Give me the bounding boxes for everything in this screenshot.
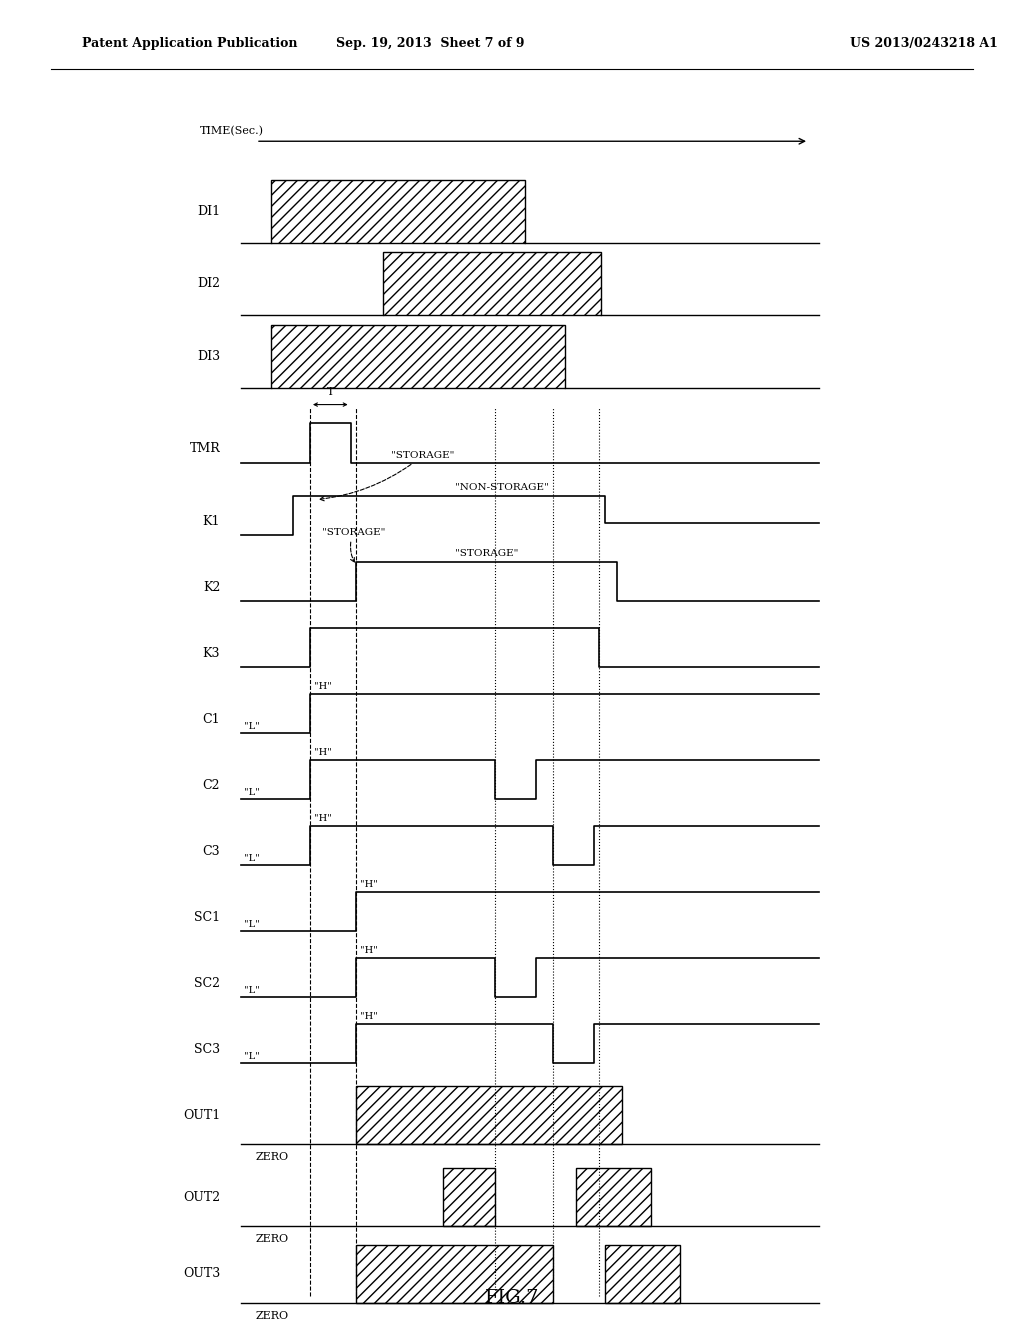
Bar (271, 325, 565, 388)
Text: "STORAGE": "STORAGE" (322, 528, 385, 562)
Text: ZERO: ZERO (255, 1152, 288, 1163)
Text: OUT2: OUT2 (183, 1191, 220, 1204)
Text: OUT3: OUT3 (183, 1267, 220, 1280)
Bar (383, 252, 601, 315)
Text: TMR: TMR (189, 442, 220, 455)
Text: "STORAGE": "STORAGE" (455, 549, 518, 557)
Text: SC1: SC1 (194, 911, 220, 924)
Text: TIME(Sec.): TIME(Sec.) (200, 125, 264, 136)
Text: FIG.7: FIG.7 (484, 1288, 540, 1307)
Text: "H": "H" (360, 1012, 378, 1022)
Text: DI1: DI1 (197, 205, 220, 218)
Bar (271, 180, 524, 243)
Text: "L": "L" (244, 1052, 259, 1061)
Text: ZERO: ZERO (255, 1234, 288, 1245)
Bar (356, 1245, 553, 1303)
Text: C3: C3 (203, 845, 220, 858)
Text: "L": "L" (244, 722, 259, 731)
Text: "H": "H" (360, 880, 378, 890)
Text: "H": "H" (314, 748, 332, 758)
Text: Sep. 19, 2013  Sheet 7 of 9: Sep. 19, 2013 Sheet 7 of 9 (336, 37, 524, 50)
Text: "L": "L" (244, 986, 259, 995)
Text: "H": "H" (360, 946, 378, 956)
Bar (605, 1245, 680, 1303)
Text: "L": "L" (244, 920, 259, 929)
Text: K2: K2 (203, 581, 220, 594)
Bar (443, 1168, 496, 1226)
Text: C1: C1 (203, 713, 220, 726)
Text: "L": "L" (244, 788, 259, 796)
Text: "L": "L" (244, 854, 259, 863)
Text: US 2013/0243218 A1: US 2013/0243218 A1 (850, 37, 997, 50)
Text: DI3: DI3 (197, 350, 220, 363)
Bar (356, 1086, 623, 1144)
Text: "H": "H" (314, 682, 332, 692)
Text: K3: K3 (203, 647, 220, 660)
Text: DI2: DI2 (198, 277, 220, 290)
Text: C2: C2 (203, 779, 220, 792)
Text: T: T (327, 387, 334, 396)
Text: Patent Application Publication: Patent Application Publication (82, 37, 297, 50)
Text: ZERO: ZERO (255, 1311, 288, 1320)
Text: SC3: SC3 (194, 1043, 220, 1056)
Bar (577, 1168, 651, 1226)
Text: SC2: SC2 (195, 977, 220, 990)
Text: "STORAGE": "STORAGE" (319, 451, 455, 500)
Text: OUT1: OUT1 (183, 1109, 220, 1122)
Text: "NON-STORAGE": "NON-STORAGE" (455, 483, 549, 492)
Text: K1: K1 (203, 515, 220, 528)
Text: "H": "H" (314, 814, 332, 824)
